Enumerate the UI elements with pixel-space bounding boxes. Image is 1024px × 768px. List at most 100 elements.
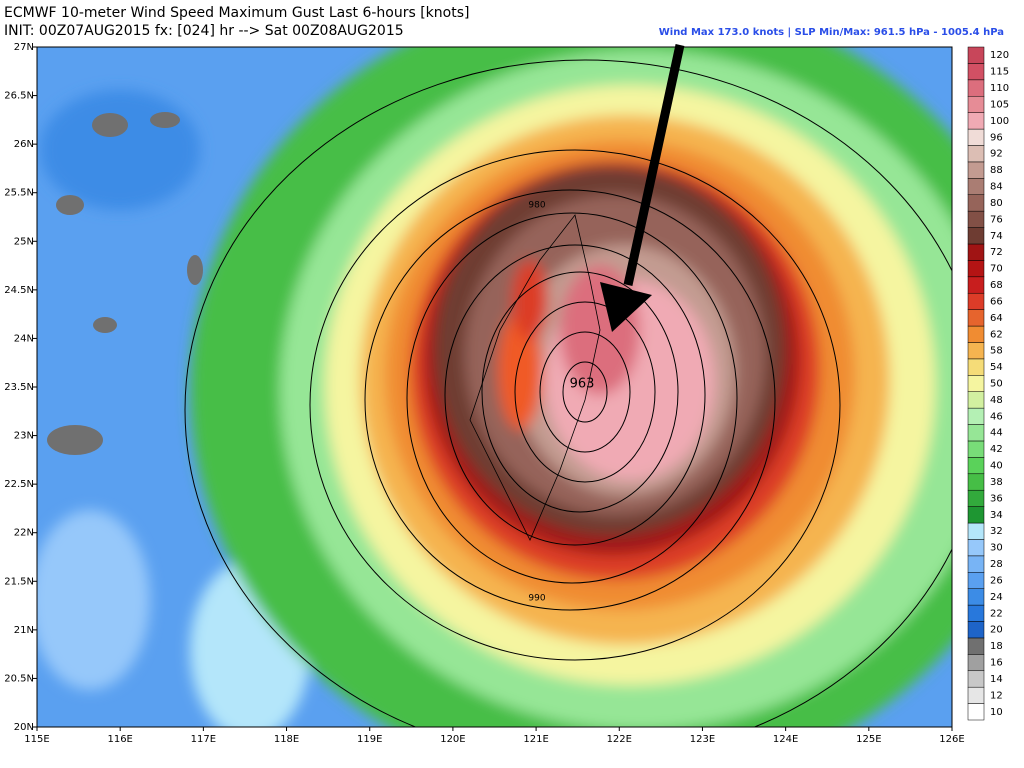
colorbar-label: 120 xyxy=(990,50,1009,61)
colorbar-cell xyxy=(967,375,985,392)
lat-label: 27N xyxy=(14,42,34,53)
colorbar-cell xyxy=(967,440,985,458)
colorbar-cell xyxy=(967,572,985,589)
colorbar-label: 30 xyxy=(990,543,1003,554)
colorbar-label: 12 xyxy=(990,690,1003,701)
colorbar-cell xyxy=(967,424,985,442)
colorbar-cell xyxy=(967,276,985,294)
colorbar-label: 10 xyxy=(990,707,1003,718)
lon-label: 120E xyxy=(440,734,465,745)
lon-label: 117E xyxy=(191,734,216,745)
colorbar-cell xyxy=(967,506,985,524)
colorbar-cell xyxy=(967,654,985,672)
colorbar-label: 34 xyxy=(990,510,1003,521)
colorbar-label: 66 xyxy=(990,296,1003,307)
colorbar-label: 62 xyxy=(990,329,1003,340)
colorbar-cell xyxy=(967,703,985,721)
colorbar-label: 26 xyxy=(990,575,1003,586)
colorbar-cell xyxy=(967,686,985,704)
colorbar-cell xyxy=(967,358,985,376)
colorbar-cell xyxy=(967,588,985,606)
colorbar-cell xyxy=(967,46,985,64)
lon-label: 118E xyxy=(274,734,299,745)
wind-field: 980 990 963 xyxy=(37,47,952,727)
lat-label: 25N xyxy=(14,236,34,247)
lat-label: 20N xyxy=(14,722,34,733)
colorbar-label: 44 xyxy=(990,428,1003,439)
lon-label: 119E xyxy=(357,734,382,745)
colorbar-cell xyxy=(967,604,985,622)
lat-label: 26N xyxy=(14,139,34,150)
colorbar-cell xyxy=(967,670,985,688)
colorbar-label: 80 xyxy=(990,198,1003,209)
lon-label: 115E xyxy=(24,734,49,745)
lat-label: 26.5N xyxy=(4,91,34,102)
colorbar-label: 88 xyxy=(990,165,1003,176)
colorbar-cell xyxy=(967,79,985,97)
colorbar-cell xyxy=(967,489,985,507)
colorbar-label: 110 xyxy=(990,83,1009,94)
colorbar-label: 74 xyxy=(990,231,1003,242)
colorbar-label: 84 xyxy=(990,182,1003,193)
colorbar-label: 24 xyxy=(990,592,1003,603)
colorbar-cell xyxy=(967,128,985,146)
colorbar-label: 105 xyxy=(990,99,1009,110)
lon-label: 125E xyxy=(856,734,881,745)
colorbar-cell xyxy=(967,95,985,113)
colorbar-cell xyxy=(967,309,985,327)
colorbar-cell xyxy=(967,178,985,195)
contour-label: 990 xyxy=(528,594,545,604)
lon-label: 116E xyxy=(107,734,132,745)
colorbar-cell xyxy=(967,457,985,475)
lat-label: 22N xyxy=(14,528,34,539)
info: Wind Max 173.0 knots | SLP Min/Max: 961.… xyxy=(659,27,1004,38)
colorbar-cell xyxy=(967,325,985,343)
colorbar-label: 16 xyxy=(990,658,1003,669)
title: ECMWF 10-meter Wind Speed Maximum Gust L… xyxy=(4,5,469,21)
contour-label: 980 xyxy=(528,201,545,211)
lon-label: 123E xyxy=(690,734,715,745)
colorbar-label: 70 xyxy=(990,264,1003,275)
colorbar-label: 46 xyxy=(990,411,1003,422)
colorbar-cell xyxy=(967,243,985,261)
colorbar-label: 58 xyxy=(990,346,1003,357)
colorbar-cell xyxy=(967,260,985,278)
colorbar-cell xyxy=(967,391,985,409)
lon-label: 122E xyxy=(607,734,632,745)
colorbar-cell xyxy=(967,161,985,179)
colorbar-label: 50 xyxy=(990,379,1003,390)
lon-label: 121E xyxy=(523,734,548,745)
colorbar-cell xyxy=(967,621,985,639)
arrow xyxy=(600,44,685,332)
colorbar-cell xyxy=(967,342,985,360)
colorbar-cell xyxy=(967,539,985,557)
colorbar-cell xyxy=(967,522,985,540)
colorbar-cell xyxy=(967,292,985,310)
lat-label: 25.5N xyxy=(4,188,34,199)
lat-label: 23.5N xyxy=(4,382,34,393)
colorbar-label: 36 xyxy=(990,493,1003,504)
lat-label: 24.5N xyxy=(4,285,34,296)
colorbar-cell xyxy=(967,473,985,491)
subtitle: INIT: 00Z07AUG2015 fx: [024] hr --> Sat … xyxy=(4,23,404,39)
lon-label: 126E xyxy=(939,734,964,745)
colorbar-label: 76 xyxy=(990,214,1003,225)
colorbar-label: 42 xyxy=(990,444,1003,455)
lat-label: 21N xyxy=(14,625,34,636)
lat-label: 20.5N xyxy=(4,673,34,684)
colorbar-label: 96 xyxy=(990,132,1003,143)
colorbar-label: 64 xyxy=(990,313,1003,324)
colorbar-label: 115 xyxy=(990,67,1009,78)
colorbar-label: 48 xyxy=(990,395,1003,406)
colorbar-label: 18 xyxy=(990,641,1003,652)
colorbar-cell xyxy=(967,63,985,81)
colorbar-label: 72 xyxy=(990,247,1003,258)
lat-label: 22.5N xyxy=(4,479,34,490)
colorbar-label: 38 xyxy=(990,477,1003,488)
lat-label: 23N xyxy=(14,431,34,442)
colorbar-label: 54 xyxy=(990,362,1003,373)
colorbar-label: 40 xyxy=(990,461,1003,472)
colorbar-label: 68 xyxy=(990,280,1003,291)
colorbar-label: 100 xyxy=(990,116,1009,127)
